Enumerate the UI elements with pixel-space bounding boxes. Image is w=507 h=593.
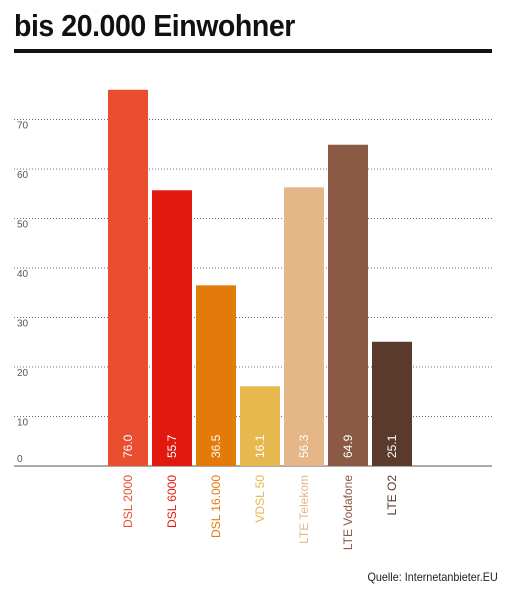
bar (152, 190, 192, 466)
category-label: LTE O2 (385, 475, 399, 516)
category-label: DSL 6000 (165, 475, 179, 528)
y-axis: 0 10 20 30 40 50 60 70 (17, 121, 29, 466)
y-tick-label: 60 (17, 170, 29, 181)
bar-value-label: 56.3 (297, 434, 311, 458)
y-tick-label: 50 (17, 220, 29, 231)
y-tick-label: 10 (17, 418, 29, 429)
bar (284, 187, 324, 466)
bar-value-label: 16.1 (253, 434, 267, 458)
chart-title: bis 20.000 Einwohner (14, 8, 295, 43)
category-label: DSL 16.000 (209, 475, 223, 538)
category-label: LTE Telekom (297, 475, 311, 544)
bar (108, 89, 148, 467)
category-label: VDSL 50 (253, 475, 267, 523)
y-tick-label: 30 (17, 319, 29, 330)
y-tick-label: 0 (17, 454, 23, 465)
bar-value-label: 76.0 (121, 434, 135, 458)
bar (328, 144, 368, 466)
bar-value-label: 36.5 (209, 434, 223, 458)
source-note: Quelle: Internetanbieter.EU (367, 570, 498, 584)
bar (372, 341, 412, 466)
y-tick-label: 40 (17, 269, 29, 280)
bars: 76.0 55.7 36.5 16.1 56.3 64.9 25.1 (108, 89, 412, 467)
bar-value-label: 55.7 (165, 434, 179, 458)
bar (240, 386, 280, 466)
y-tick-label: 70 (17, 121, 29, 132)
category-labels: DSL 2000 DSL 6000 DSL 16.000 VDSL 50 LTE Tel… (121, 475, 399, 550)
bar-value-label: 25.1 (385, 434, 399, 458)
category-label: DSL 2000 (121, 475, 135, 528)
title-rule (14, 49, 492, 53)
bar (196, 285, 236, 466)
bar-value-label: 64.9 (341, 434, 355, 458)
y-tick-label: 20 (17, 368, 29, 379)
category-label: LTE Vodafone (341, 475, 355, 550)
